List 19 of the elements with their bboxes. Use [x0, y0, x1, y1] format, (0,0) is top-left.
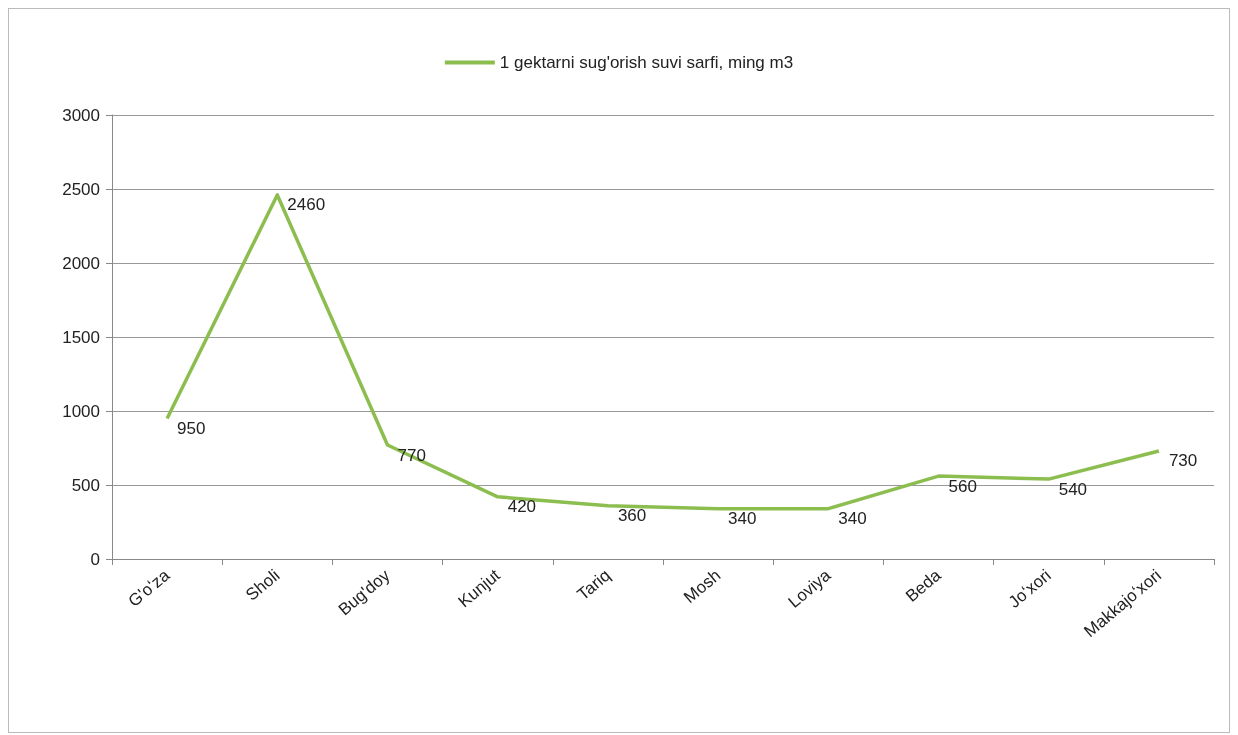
y-tick-label: 2500 [62, 179, 100, 199]
data-label: 730 [1168, 451, 1198, 471]
y-tick-label: 1000 [62, 401, 100, 421]
data-label: 2460 [287, 195, 326, 215]
data-label: 540 [1058, 479, 1088, 499]
x-tick-label: Tariq [573, 565, 615, 604]
y-tick-label: 3000 [62, 105, 100, 125]
line-series [165, 193, 1161, 511]
y-tick-label: 500 [71, 475, 100, 495]
data-label: 560 [948, 476, 977, 496]
y-tick-label: 0 [90, 549, 100, 569]
data-label: 360 [617, 506, 647, 526]
data-label: 420 [507, 497, 537, 517]
data-label: 340 [838, 509, 867, 529]
data-label: 950 [177, 418, 206, 438]
y-tick-label: 1500 [62, 327, 100, 347]
y-tick-label: 2000 [62, 253, 100, 273]
legend-label: 1 gektarni sug'orish suvi sarfi, ming m3 [499, 53, 794, 72]
data-label: 340 [728, 509, 757, 529]
